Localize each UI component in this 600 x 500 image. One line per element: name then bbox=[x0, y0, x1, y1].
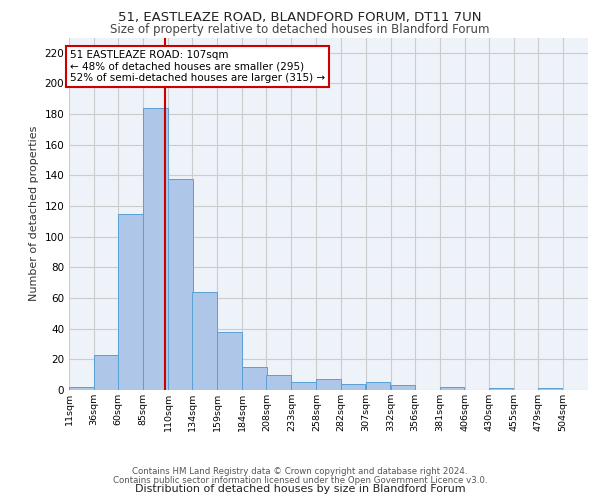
Text: 51, EASTLEAZE ROAD, BLANDFORD FORUM, DT11 7UN: 51, EASTLEAZE ROAD, BLANDFORD FORUM, DT1… bbox=[118, 11, 482, 24]
Bar bbox=[316, 380, 341, 390]
Bar bbox=[192, 292, 217, 390]
Text: Contains public sector information licensed under the Open Government Licence v3: Contains public sector information licen… bbox=[113, 476, 487, 485]
Bar bbox=[538, 388, 562, 390]
Bar bbox=[217, 332, 242, 390]
Bar bbox=[69, 387, 94, 390]
Text: Distribution of detached houses by size in Blandford Forum: Distribution of detached houses by size … bbox=[134, 484, 466, 494]
Bar bbox=[440, 387, 464, 390]
Bar bbox=[242, 367, 267, 390]
Bar bbox=[489, 388, 514, 390]
Y-axis label: Number of detached properties: Number of detached properties bbox=[29, 126, 39, 302]
Bar bbox=[341, 384, 365, 390]
Bar bbox=[391, 386, 415, 390]
Bar bbox=[266, 374, 291, 390]
Bar bbox=[94, 355, 119, 390]
Text: Size of property relative to detached houses in Blandford Forum: Size of property relative to detached ho… bbox=[110, 22, 490, 36]
Text: 51 EASTLEAZE ROAD: 107sqm
← 48% of detached houses are smaller (295)
52% of semi: 51 EASTLEAZE ROAD: 107sqm ← 48% of detac… bbox=[70, 50, 325, 83]
Bar bbox=[292, 382, 316, 390]
Bar bbox=[365, 382, 390, 390]
Bar bbox=[143, 108, 167, 390]
Bar bbox=[168, 178, 193, 390]
Bar bbox=[118, 214, 143, 390]
Text: Contains HM Land Registry data © Crown copyright and database right 2024.: Contains HM Land Registry data © Crown c… bbox=[132, 467, 468, 476]
